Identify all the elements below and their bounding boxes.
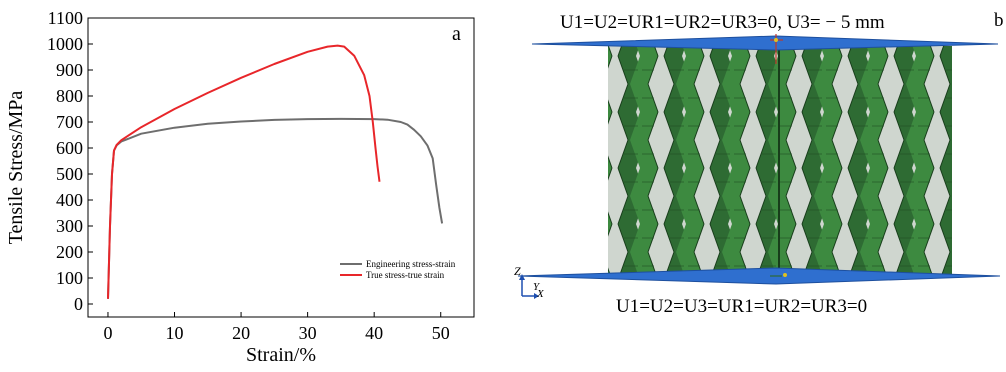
x-tick-label: 20	[232, 323, 250, 343]
x-tick-label: 0	[103, 323, 112, 343]
top-rigid-plate	[531, 35, 999, 51]
x-axis-title: Strain/%	[246, 344, 316, 366]
axis-x-label: X	[536, 288, 545, 300]
axis-y-label: Y	[533, 281, 541, 293]
y-tick-label: 400	[56, 190, 83, 210]
y-tick-label: 0	[74, 294, 83, 314]
chart-svg: 0 10 20 30 40 5001002003004005006007008009001…	[5, 8, 475, 366]
reference-point-bottom	[770, 273, 787, 277]
panel-label-b: b	[994, 10, 1004, 31]
series-line-2	[107, 44, 381, 299]
reference-point-top	[770, 34, 783, 64]
y-tick-label: 100	[56, 268, 83, 288]
y-tick-label: 800	[56, 86, 83, 106]
y-tick-label: 600	[56, 138, 83, 158]
y-tick-label: 700	[56, 112, 83, 132]
y-tick-label: 1000	[47, 34, 83, 54]
y-axis-title: Tensile Stress/MPa	[5, 91, 27, 245]
x-tick-label: 30	[299, 323, 317, 343]
stress-strain-chart: 0 10 20 30 40 50 0 100 200 300 400 500 600 700 800 900 1…	[0, 0, 490, 367]
model-svg: U1=U2=UR1=UR2=UR3=0, U3= − 5 mm U1=U2=U3…	[514, 10, 1004, 317]
coordinate-triad: Z Y X	[514, 264, 545, 300]
x-tick-label: 50	[432, 323, 450, 343]
y-tick-label: 900	[56, 60, 83, 80]
panel-label-a: a	[452, 23, 461, 45]
plot-frame	[87, 17, 475, 318]
y-tick-label: 300	[56, 216, 83, 236]
bottom-boundary-condition: U1=U2=U3=UR1=UR2=UR3=0	[616, 296, 867, 317]
top-boundary-condition: U1=U2=UR1=UR2=UR3=0, U3= − 5 mm	[560, 12, 885, 33]
axis-z-label: Z	[514, 264, 521, 278]
y-tick-label: 1100	[48, 8, 83, 28]
x-tick-label: 10	[166, 323, 184, 343]
y-tick-label: 500	[56, 164, 83, 184]
legend-label-2: True stress-true strain	[366, 270, 445, 280]
legend-label-1: Engineering stress-strain	[366, 259, 456, 269]
y-tick-label: 200	[56, 242, 83, 262]
bottom-rigid-plate	[517, 267, 1001, 285]
fe-model-panel: U1=U2=UR1=UR2=UR3=0, U3= − 5 mm U1=U2=U3…	[500, 0, 1006, 367]
x-tick-label: 40	[365, 323, 383, 343]
